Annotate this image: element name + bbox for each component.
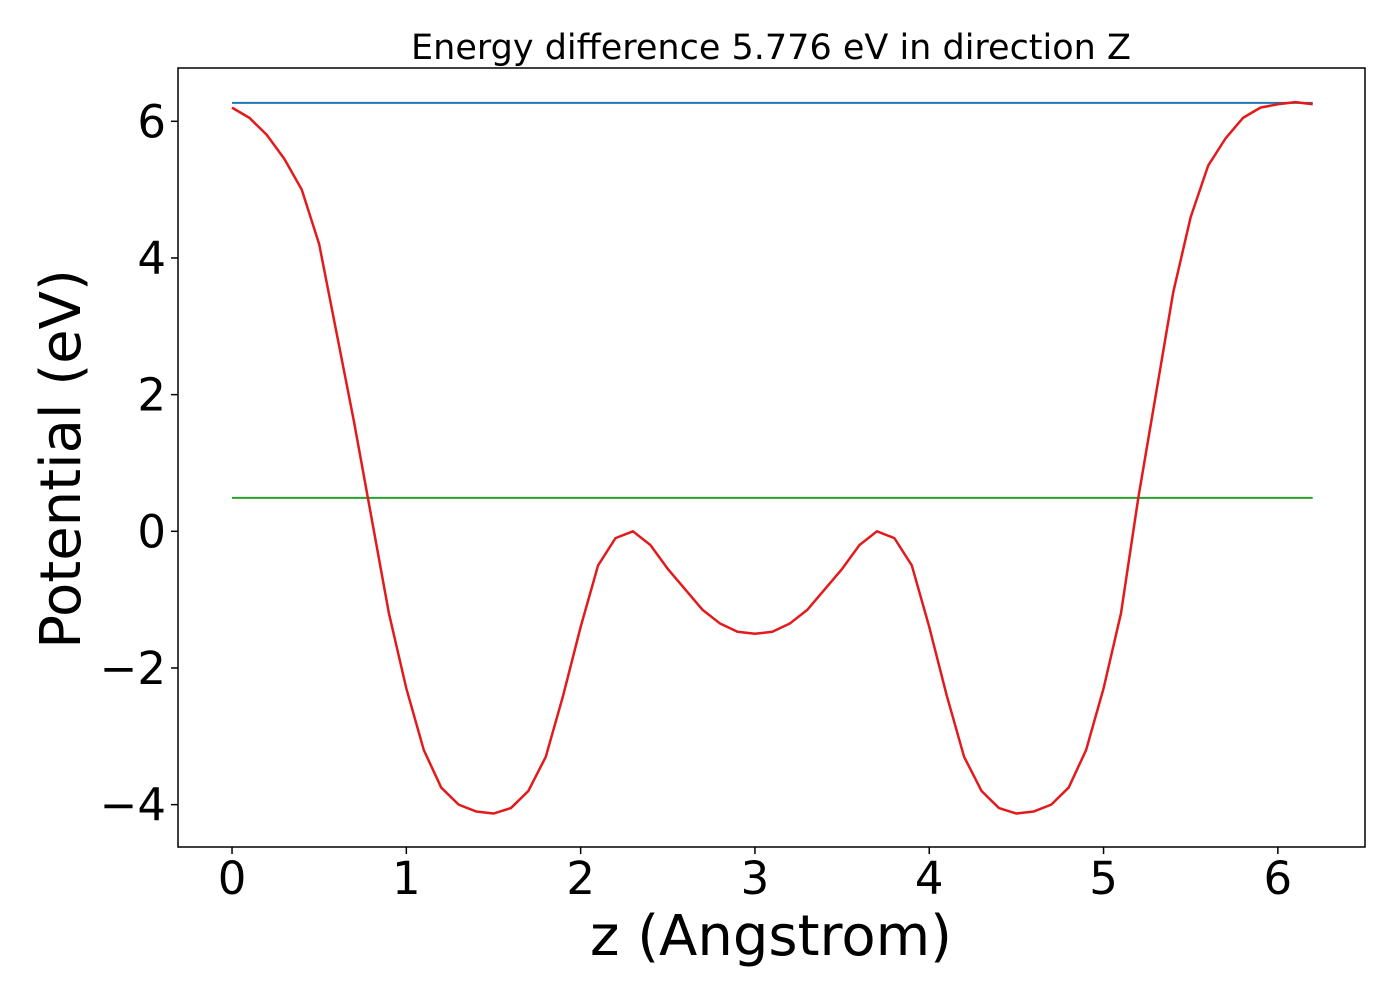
x-axis-label: z (Angstrom): [590, 904, 952, 969]
x-tick-label: 1: [392, 852, 421, 905]
x-tick-label: 0: [218, 852, 247, 905]
y-tick-label: 6: [137, 95, 166, 148]
plot-area: [231, 100, 1313, 815]
plot-frame: [177, 67, 1366, 848]
y-axis-ticks: −4 −2 0 2 4 6: [100, 95, 178, 832]
y-tick-label: 0: [137, 505, 166, 558]
y-tick-label: 4: [137, 232, 166, 285]
y-tick-label: −2: [100, 642, 166, 695]
x-tick-label: 4: [915, 852, 944, 905]
x-axis-ticks: 0 1 2 3 4 5 6: [218, 847, 1292, 905]
x-tick-label: 3: [741, 852, 770, 905]
series-line-0: [231, 100, 1313, 815]
chart-title: Energy difference 5.776 eV in direction …: [411, 28, 1131, 68]
y-tick-label: 2: [137, 369, 166, 422]
x-tick-label: 6: [1264, 852, 1293, 905]
x-tick-label: 2: [566, 852, 595, 905]
x-tick-label: 5: [1089, 852, 1118, 905]
y-axis-label: Potential (eV): [29, 269, 94, 649]
y-tick-label: −4: [100, 779, 166, 832]
